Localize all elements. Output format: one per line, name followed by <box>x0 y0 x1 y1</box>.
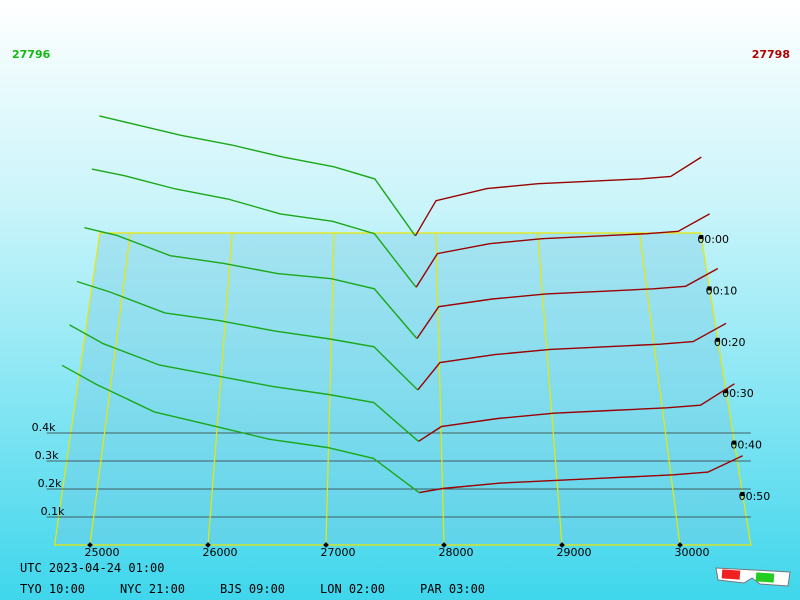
bid-depth-line <box>76 280 419 391</box>
time-label: 00:50 <box>739 490 771 503</box>
bid-depth-line <box>91 168 417 288</box>
time-label: 00:40 <box>730 439 762 452</box>
price-tick <box>441 542 447 548</box>
bid-depth-line <box>99 115 416 237</box>
utc-time: UTC 2023-04-24 01:00 <box>20 561 165 575</box>
city-time: BJS 09:00 <box>220 582 285 596</box>
time-label: 00:30 <box>722 387 754 400</box>
y-tick-label: 0.3k <box>35 449 59 462</box>
price-tick <box>205 542 211 548</box>
ask-depth-line <box>416 267 719 339</box>
price-grid-line <box>435 232 445 546</box>
price-tick <box>323 542 329 548</box>
plot: 0.1k 0.2k 0.3k 0.4k 25000 26000 27000 28000 2900… <box>32 115 771 559</box>
price-tick <box>559 542 565 548</box>
x-tick-label: 25000 <box>85 546 120 559</box>
x-tick-label: 29000 <box>557 546 592 559</box>
price-grid-line <box>207 232 233 546</box>
ask-depth-line <box>419 455 743 494</box>
y-tick-label: 0.1k <box>41 505 65 518</box>
y-tick-label: 0.2k <box>38 477 62 490</box>
x-tick-label: 28000 <box>439 546 474 559</box>
time-label: 00:20 <box>714 336 746 349</box>
time-label: 00:00 <box>697 233 729 246</box>
time-label: 00:10 <box>706 284 738 297</box>
time-tick <box>740 492 745 496</box>
bid-price: 27796 <box>12 48 51 61</box>
x-tick-label: 27000 <box>321 546 356 559</box>
bid-depth-line <box>61 364 420 494</box>
time-tick <box>707 286 712 291</box>
ask-price: 27798 <box>752 48 790 61</box>
3d-glasses-icon <box>715 567 791 587</box>
price-grid-line <box>638 232 681 546</box>
price-tick <box>677 542 683 548</box>
price-grid-line <box>89 232 132 546</box>
ask-depth-line <box>417 322 727 391</box>
city-time: TYO 10:00 <box>20 582 85 596</box>
price-grid-line <box>325 232 335 546</box>
floor <box>53 232 752 546</box>
y-tick-label: 0.4k <box>32 421 56 434</box>
city-time: NYC 21:00 <box>120 582 185 596</box>
ask-depth-line <box>414 156 702 237</box>
bid-depth-line <box>69 324 419 442</box>
ask-depth-line <box>415 213 710 288</box>
ask-depth-line <box>418 383 735 442</box>
city-time: PAR 03:00 <box>420 582 485 596</box>
x-tick-label: 26000 <box>203 546 238 559</box>
price-tick <box>87 542 93 548</box>
price-grid-line <box>537 232 563 546</box>
time-tick <box>715 337 720 342</box>
time-tick <box>699 235 704 239</box>
time-tick <box>732 440 737 445</box>
city-time: LON 02:00 <box>320 582 385 596</box>
x-tick-label: 30000 <box>675 546 710 559</box>
time-tick <box>724 389 729 394</box>
bid-depth-line <box>84 227 418 339</box>
